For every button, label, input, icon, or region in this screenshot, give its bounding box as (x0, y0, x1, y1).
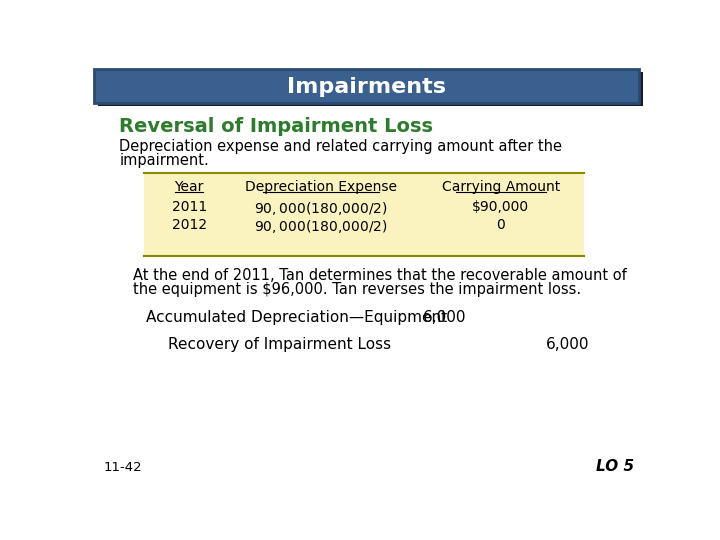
Text: 2011: 2011 (171, 200, 207, 213)
Bar (98, 72, 644, 106)
Text: Accumulated Depreciation—Equipment: Accumulated Depreciation—Equipment (145, 309, 447, 325)
Text: 2012: 2012 (171, 218, 207, 232)
Bar (94, 69, 639, 103)
Text: Depreciation Expense: Depreciation Expense (245, 180, 397, 194)
Text: LO 5: LO 5 (596, 460, 634, 475)
Text: Recovery of Impairment Loss: Recovery of Impairment Loss (168, 338, 391, 353)
Text: Carrying Amount: Carrying Amount (441, 180, 560, 194)
Text: 6,000: 6,000 (546, 338, 589, 353)
Text: the equipment is $96,000. Tan reverses the impairment loss.: the equipment is $96,000. Tan reverses t… (132, 282, 581, 297)
Text: Depreciation expense and related carrying amount after the: Depreciation expense and related carryin… (120, 139, 562, 154)
Text: $90,000 ($180,000/2): $90,000 ($180,000/2) (254, 200, 387, 217)
Text: At the end of 2011, Tan determines that the recoverable amount of: At the end of 2011, Tan determines that … (132, 268, 626, 283)
Bar (144, 173, 585, 256)
Text: 11-42: 11-42 (104, 462, 143, 475)
Text: 6,000: 6,000 (423, 309, 467, 325)
Text: Reversal of Impairment Loss: Reversal of Impairment Loss (120, 117, 433, 136)
Text: impairment.: impairment. (120, 153, 210, 167)
Text: $90,000: $90,000 (472, 200, 529, 213)
Text: 0: 0 (496, 218, 505, 232)
Text: Impairments: Impairments (287, 77, 446, 97)
Text: $90,000 ($180,000/2): $90,000 ($180,000/2) (254, 218, 387, 235)
Text: Year: Year (174, 180, 204, 194)
